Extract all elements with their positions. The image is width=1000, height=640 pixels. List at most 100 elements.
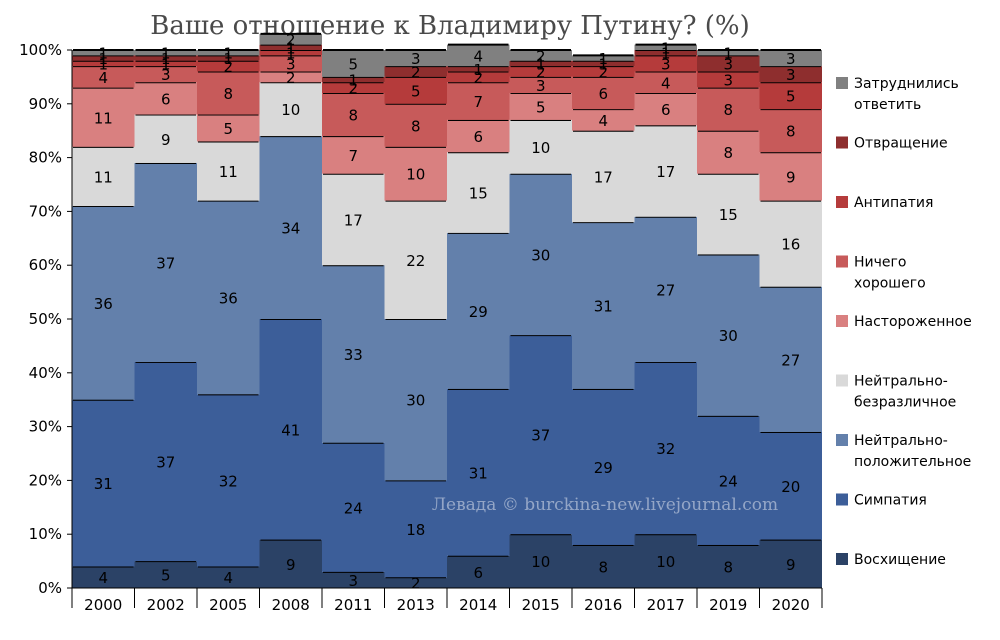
- bar-segment: [697, 254, 760, 416]
- legend-label: Отвращение: [854, 136, 948, 152]
- bar-segment: [572, 76, 635, 110]
- data-label: 2: [473, 69, 483, 87]
- bar-segment: [697, 50, 760, 56]
- bar-segment: [509, 93, 572, 120]
- bar-segment: [384, 480, 447, 578]
- bar-segment: [447, 232, 510, 389]
- data-label: 6: [598, 85, 608, 103]
- data-label: 6: [473, 564, 483, 582]
- bar-segment: [384, 319, 447, 481]
- bar-segment: [759, 539, 822, 588]
- y-tick-label: 60%: [29, 256, 62, 274]
- data-label: 2: [536, 47, 546, 65]
- bar-segment: [509, 335, 572, 535]
- data-label: 9: [161, 131, 171, 149]
- legend-label: Ничего хорошего: [854, 255, 926, 292]
- data-label: 8: [786, 123, 796, 141]
- bar-segment: [447, 44, 510, 67]
- legend-label: Настороженное: [854, 314, 972, 330]
- bar-segment: [72, 399, 135, 567]
- bar-segment: [259, 539, 322, 588]
- bar-segment: [634, 125, 697, 217]
- data-label: 1: [598, 50, 608, 68]
- bar-segment: [759, 286, 822, 432]
- bar-segment: [72, 60, 135, 67]
- data-label: 10: [406, 166, 425, 184]
- legend-label: Затруднились ответить: [854, 76, 959, 113]
- bar-segment: [697, 415, 760, 545]
- data-label: 2: [223, 58, 233, 76]
- bar-segment: [509, 66, 572, 77]
- bar-segment: [697, 544, 760, 588]
- data-label: 32: [656, 440, 675, 458]
- bar-segment: [134, 66, 197, 83]
- data-label: 1: [661, 39, 671, 57]
- legend-label: Восхищение: [854, 552, 946, 568]
- data-label: 1: [161, 45, 171, 63]
- y-tick-label: 70%: [29, 202, 62, 220]
- bar-segment: [509, 76, 572, 94]
- data-label: 5: [223, 120, 233, 138]
- bar-segment: [697, 173, 760, 255]
- data-label: 8: [723, 558, 733, 576]
- data-label: 8: [411, 117, 421, 135]
- bar-segment: [759, 200, 822, 287]
- x-tick-label: 2020: [772, 596, 810, 614]
- data-label: 20: [781, 478, 800, 496]
- x-tick-label: 2002: [147, 596, 185, 614]
- y-tick-label: 10%: [29, 525, 62, 543]
- bar-segment: [697, 55, 760, 72]
- bar-segment: [384, 76, 447, 104]
- data-label: 1: [473, 61, 483, 79]
- bar-segment: [634, 216, 697, 363]
- data-label: 31: [594, 298, 613, 316]
- bar-segment: [259, 50, 322, 56]
- legend-label: Нейтрально-безразличное: [854, 374, 956, 411]
- bar-segment: [384, 200, 447, 319]
- data-label: 1: [286, 39, 296, 57]
- data-label: 33: [344, 346, 363, 364]
- data-label: 27: [781, 351, 800, 369]
- bar-segment: [572, 109, 635, 131]
- x-tick-label: 2015: [522, 596, 560, 614]
- x-tick-label: 2019: [709, 596, 747, 614]
- bar-segment: [634, 55, 697, 72]
- data-label: 5: [786, 88, 796, 106]
- data-label: 1: [223, 45, 233, 63]
- data-label: 3: [661, 55, 671, 73]
- bar-segment: [509, 50, 572, 61]
- data-label: 3: [536, 77, 546, 95]
- legend-swatch: [836, 196, 848, 208]
- bar-segment: [197, 50, 260, 56]
- bar-segment: [322, 173, 385, 266]
- data-label: 10: [281, 101, 300, 119]
- bar-segment: [322, 136, 385, 174]
- data-label: 8: [348, 107, 358, 125]
- data-label: 4: [223, 569, 233, 587]
- data-label: 1: [98, 50, 108, 68]
- bar-segment: [134, 60, 197, 67]
- bar-segment: [509, 173, 572, 336]
- data-label: 2: [286, 69, 296, 87]
- data-label: 15: [719, 206, 738, 224]
- data-label: 31: [469, 464, 488, 482]
- data-label: 10: [656, 553, 675, 571]
- legend-swatch: [836, 553, 848, 565]
- y-tick-label: 40%: [29, 364, 62, 382]
- data-label: 2: [411, 64, 421, 82]
- bar-segment: [322, 442, 385, 572]
- y-tick-label: 0%: [38, 579, 62, 597]
- data-label: 3: [161, 66, 171, 84]
- data-label: 10: [531, 553, 550, 571]
- bar-segment: [134, 114, 197, 163]
- bar-segment: [509, 60, 572, 67]
- data-label: 6: [161, 90, 171, 108]
- y-tick-label: 90%: [29, 95, 62, 113]
- legend-swatch: [836, 77, 848, 89]
- data-label: 3: [723, 72, 733, 90]
- data-label: 4: [661, 74, 671, 92]
- y-tick-label: 100%: [19, 41, 62, 59]
- x-tick-label: 2014: [459, 596, 497, 614]
- bar-segment: [134, 55, 197, 61]
- data-label: 1: [536, 55, 546, 73]
